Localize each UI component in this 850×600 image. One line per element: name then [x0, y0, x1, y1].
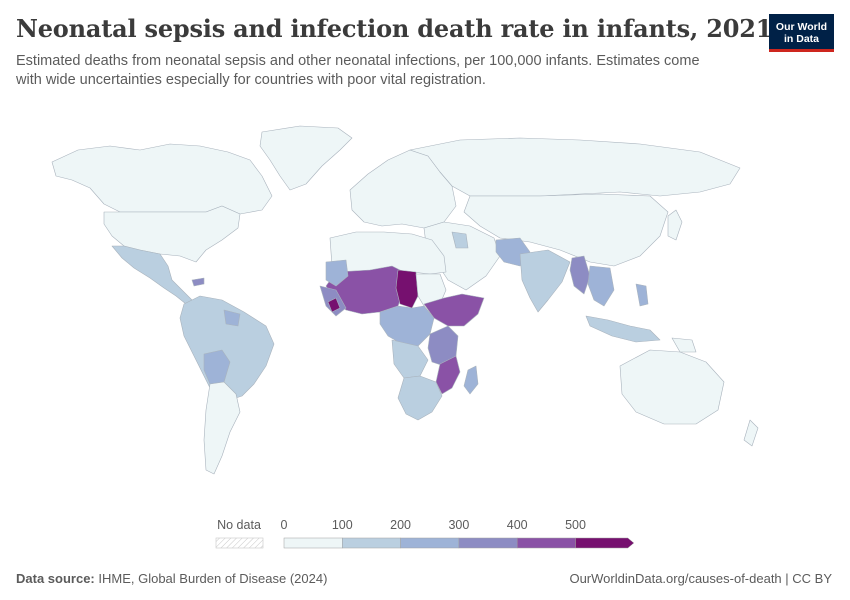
region-chad[interactable] [395, 269, 419, 309]
region-east-asia[interactable] [463, 193, 669, 267]
region-india[interactable] [519, 249, 571, 313]
logo-line-1: Our World [775, 21, 828, 33]
source-url-link[interactable]: OurWorldinData.org/causes-of-death | CC … [569, 571, 832, 586]
legend-svg: No data 0 100 200 300 400 500 [215, 518, 635, 549]
region-horn[interactable] [423, 293, 485, 327]
region-southern-africa[interactable] [397, 375, 443, 421]
region-png[interactable] [671, 337, 697, 353]
region-iraq[interactable] [451, 231, 469, 249]
map-legend: No data 0 100 200 300 400 500 [0, 514, 850, 554]
region-indonesia[interactable] [585, 315, 661, 343]
owid-logo[interactable]: Our World in Data [769, 14, 834, 52]
legend-tick-label: 500 [565, 518, 586, 532]
legend-bins [283, 537, 635, 549]
region-haiti[interactable] [191, 277, 205, 287]
world-map-svg [51, 125, 759, 475]
data-source-label: Data source: [16, 571, 95, 586]
legend-tick-label: 200 [390, 518, 411, 532]
world-map[interactable] [0, 110, 850, 510]
legend-bin-400-500[interactable] [516, 537, 576, 549]
region-madagascar[interactable] [463, 365, 479, 395]
region-drc[interactable] [391, 339, 429, 379]
legend-bin-300-400[interactable] [458, 537, 518, 549]
legend-no-data-swatch[interactable] [215, 537, 264, 549]
region-south-america[interactable] [179, 295, 275, 403]
region-usa[interactable] [103, 205, 241, 263]
chart-subtitle: Estimated deaths from neonatal sepsis an… [16, 53, 700, 88]
region-japan[interactable] [667, 209, 683, 241]
legend-bin-100-200[interactable] [342, 537, 401, 549]
region-australia[interactable] [619, 349, 725, 425]
legend-tick-label: 400 [507, 518, 528, 532]
legend-bin-0-100[interactable] [283, 537, 343, 549]
legend-bin-open-500[interactable] [575, 537, 635, 549]
region-russia[interactable] [409, 137, 741, 197]
region-central-africa[interactable] [379, 305, 435, 347]
region-guyana[interactable] [223, 309, 241, 327]
region-new-zealand[interactable] [743, 419, 759, 447]
legend-ticks: 0 100 200 300 400 500 [281, 518, 586, 532]
region-southern-cone[interactable] [203, 381, 241, 475]
region-myanmar[interactable] [569, 255, 591, 295]
region-north-america-north[interactable] [51, 143, 273, 215]
region-mauritania[interactable] [325, 259, 349, 287]
region-southeast-asia[interactable] [587, 265, 615, 307]
region-greenland[interactable] [259, 125, 353, 191]
chart-title: Neonatal sepsis and infection death rate… [16, 14, 773, 43]
data-source-text: IHME, Global Burden of Disease (2024) [98, 571, 328, 586]
region-philippines[interactable] [635, 283, 649, 307]
logo-line-2: in Data [783, 33, 819, 45]
legend-bin-200-300[interactable] [400, 537, 460, 549]
legend-tick-label: 0 [281, 518, 288, 532]
legend-no-data-label: No data [217, 518, 261, 532]
region-guinea[interactable] [327, 297, 341, 313]
region-europe[interactable] [349, 149, 457, 229]
legend-tick-label: 100 [332, 518, 353, 532]
data-source: Data source: IHME, Global Burden of Dise… [16, 571, 327, 586]
legend-tick-label: 300 [448, 518, 469, 532]
